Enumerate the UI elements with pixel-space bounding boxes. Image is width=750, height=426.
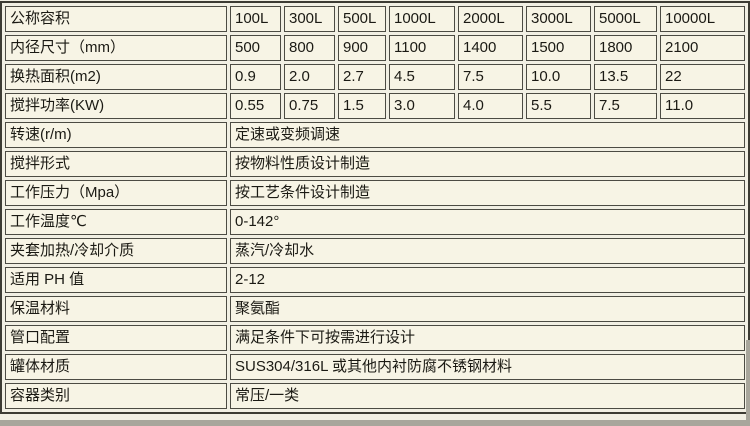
info-cell: SUS304/316L 或其他内衬防腐不锈钢材料 xyxy=(230,354,745,380)
table-row: 容器类别 常压/一类 xyxy=(5,383,745,409)
info-cell: 常压/一类 xyxy=(230,383,745,409)
spec-cell: 300L xyxy=(284,6,335,32)
spec-cell: 5.5 xyxy=(526,93,591,119)
spec-cell: 2000L xyxy=(458,6,523,32)
spec-cell: 0.9 xyxy=(230,64,281,90)
info-cell: 0-142° xyxy=(230,209,745,235)
spec-cell: 7.5 xyxy=(458,64,523,90)
spec-cell: 1400 xyxy=(458,35,523,61)
row-label: 搅拌功率(KW) xyxy=(5,93,227,119)
info-cell: 定速或变频调速 xyxy=(230,122,745,148)
spec-cell: 10.0 xyxy=(526,64,591,90)
spec-cell: 13.5 xyxy=(594,64,657,90)
table-row: 内径尺寸（mm） 500 800 900 1100 1400 1500 1800… xyxy=(5,35,745,61)
spec-cell: 0.55 xyxy=(230,93,281,119)
table-row: 换热面积(m2) 0.9 2.0 2.7 4.5 7.5 10.0 13.5 2… xyxy=(5,64,745,90)
spec-cell: 3000L xyxy=(526,6,591,32)
spec-table-body: 公称容积 100L 300L 500L 1000L 2000L 3000L 50… xyxy=(5,6,745,409)
table-row: 适用 PH 值 2-12 xyxy=(5,267,745,293)
spec-cell: 900 xyxy=(338,35,386,61)
row-label: 公称容积 xyxy=(5,6,227,32)
spec-cell: 0.75 xyxy=(284,93,335,119)
spec-cell: 7.5 xyxy=(594,93,657,119)
spec-cell: 4.0 xyxy=(458,93,523,119)
spec-cell: 800 xyxy=(284,35,335,61)
bottom-shadow-strip xyxy=(0,420,750,426)
row-label: 工作温度℃ xyxy=(5,209,227,235)
row-label: 转速(r/m) xyxy=(5,122,227,148)
spec-cell: 1800 xyxy=(594,35,657,61)
table-row: 管口配置 满足条件下可按需进行设计 xyxy=(5,325,745,351)
product-spec-table: 公称容积 100L 300L 500L 1000L 2000L 3000L 50… xyxy=(0,1,750,414)
spec-cell: 2.0 xyxy=(284,64,335,90)
info-cell: 蒸汽/冷却水 xyxy=(230,238,745,264)
table-row: 保温材料 聚氨酯 xyxy=(5,296,745,322)
spec-cell: 500 xyxy=(230,35,281,61)
row-label: 搅拌形式 xyxy=(5,151,227,177)
row-label: 容器类别 xyxy=(5,383,227,409)
row-label: 工作压力（Mpa） xyxy=(5,180,227,206)
info-cell: 满足条件下可按需进行设计 xyxy=(230,325,745,351)
spec-cell: 1100 xyxy=(389,35,455,61)
info-cell: 聚氨酯 xyxy=(230,296,745,322)
table-row: 夹套加热/冷却介质 蒸汽/冷却水 xyxy=(5,238,745,264)
spec-cell: 1.5 xyxy=(338,93,386,119)
row-label: 适用 PH 值 xyxy=(5,267,227,293)
spec-cell: 3.0 xyxy=(389,93,455,119)
table-row: 工作压力（Mpa） 按工艺条件设计制造 xyxy=(5,180,745,206)
spec-cell: 1000L xyxy=(389,6,455,32)
info-cell: 2-12 xyxy=(230,267,745,293)
table-row: 转速(r/m) 定速或变频调速 xyxy=(5,122,745,148)
spec-cell: 2100 xyxy=(660,35,745,61)
info-cell: 按物料性质设计制造 xyxy=(230,151,745,177)
table-row: 工作温度℃ 0-142° xyxy=(5,209,745,235)
spec-cell: 4.5 xyxy=(389,64,455,90)
spec-cell: 1500 xyxy=(526,35,591,61)
table-row: 搅拌功率(KW) 0.55 0.75 1.5 3.0 4.0 5.5 7.5 1… xyxy=(5,93,745,119)
spec-cell: 11.0 xyxy=(660,93,745,119)
spec-cell: 500L xyxy=(338,6,386,32)
table-row: 搅拌形式 按物料性质设计制造 xyxy=(5,151,745,177)
row-label: 罐体材质 xyxy=(5,354,227,380)
row-label: 管口配置 xyxy=(5,325,227,351)
spec-cell: 22 xyxy=(660,64,745,90)
spec-cell: 2.7 xyxy=(338,64,386,90)
row-label: 换热面积(m2) xyxy=(5,64,227,90)
info-cell: 按工艺条件设计制造 xyxy=(230,180,745,206)
table-row: 公称容积 100L 300L 500L 1000L 2000L 3000L 50… xyxy=(5,6,745,32)
row-label: 内径尺寸（mm） xyxy=(5,35,227,61)
row-label: 保温材料 xyxy=(5,296,227,322)
spec-cell: 10000L xyxy=(660,6,745,32)
table-row: 罐体材质 SUS304/316L 或其他内衬防腐不锈钢材料 xyxy=(5,354,745,380)
spec-cell: 100L xyxy=(230,6,281,32)
spec-cell: 5000L xyxy=(594,6,657,32)
right-shadow-strip xyxy=(746,340,750,426)
row-label: 夹套加热/冷却介质 xyxy=(5,238,227,264)
